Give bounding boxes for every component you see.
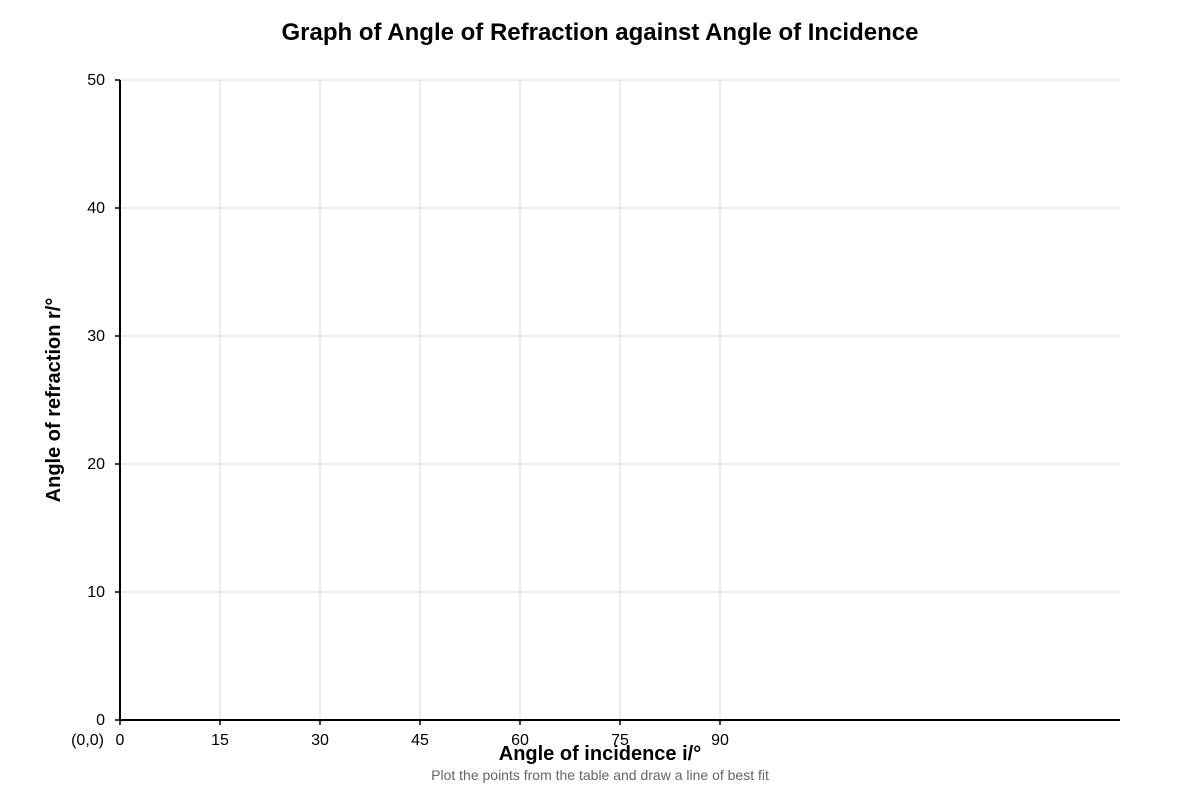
chart-caption: Plot the points from the table and draw …: [431, 767, 769, 783]
x-tick-label: 75: [611, 732, 629, 749]
y-tick-label: 0: [96, 712, 105, 729]
x-axis-label: Angle of incidence i/°: [499, 743, 701, 765]
x-tick-label: 15: [211, 732, 229, 749]
grid: [120, 79, 1120, 720]
y-tick-label: 50: [87, 72, 105, 89]
y-tick-label: 20: [87, 456, 105, 473]
y-tick-label: 10: [87, 584, 105, 601]
y-axis-label: Angle of refraction r/°: [43, 298, 65, 503]
origin-label: (0,0): [71, 732, 104, 749]
x-tick-label: 90: [711, 732, 729, 749]
x-ticks: 0 15 30 45 60 75 90: [116, 720, 729, 749]
x-tick-label: 60: [511, 732, 529, 749]
x-tick-label: 0: [116, 732, 125, 749]
chart-title: Graph of Angle of Refraction against Ang…: [282, 19, 919, 46]
x-tick-label: 45: [411, 732, 429, 749]
y-tick-label: 30: [87, 328, 105, 345]
y-ticks: 0 10 20 30 40 50: [87, 72, 120, 729]
x-tick-label: 30: [311, 732, 329, 749]
y-tick-label: 40: [87, 200, 105, 217]
